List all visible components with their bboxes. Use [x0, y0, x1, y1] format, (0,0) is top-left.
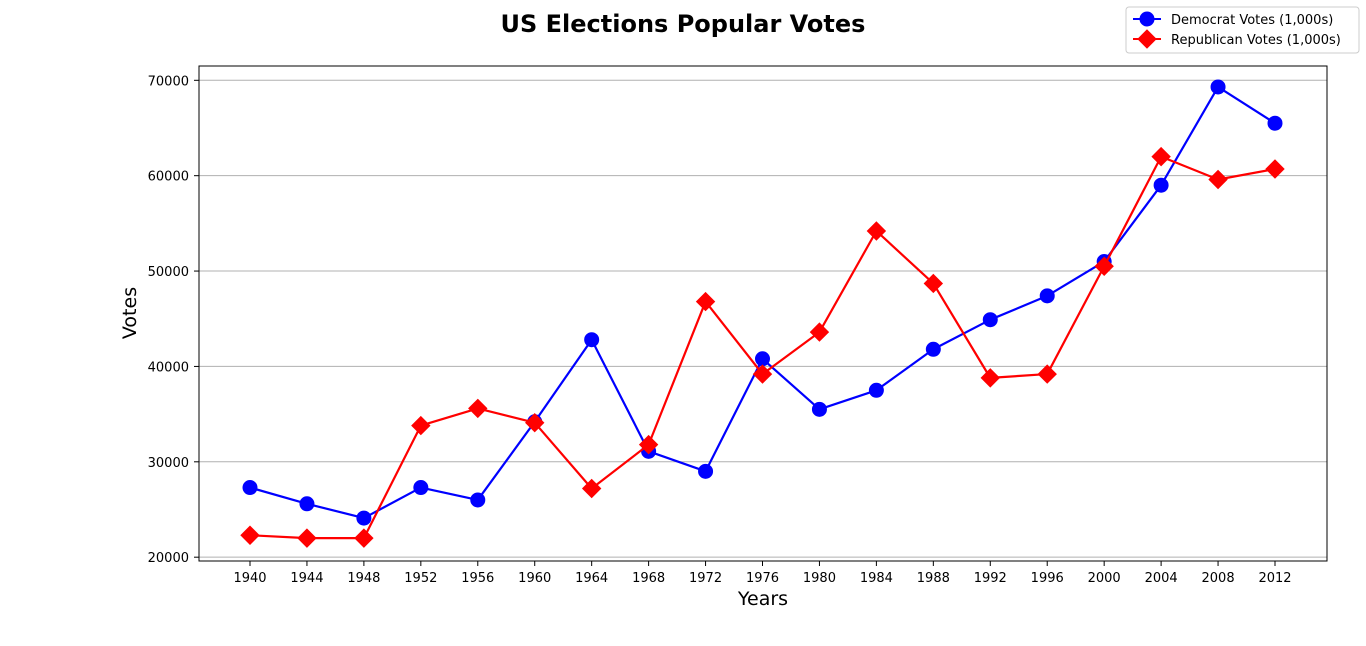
data-point	[413, 480, 429, 496]
y-tick-label: 60000	[148, 170, 189, 185]
data-point	[1208, 169, 1228, 190]
x-tick-label: 1960	[518, 571, 551, 586]
data-point	[1210, 79, 1226, 95]
data-point	[638, 434, 659, 455]
legend-item: Democrat Votes (1,000s)	[1133, 11, 1333, 28]
data-point	[925, 341, 941, 357]
data-point	[755, 351, 770, 367]
data-point	[809, 322, 830, 342]
data-point	[411, 415, 431, 436]
x-tick-label: 1940	[233, 571, 266, 586]
y-tick-label: 30000	[148, 456, 189, 471]
legend-marker	[1139, 11, 1155, 27]
data-point	[1153, 177, 1169, 193]
data-point	[980, 368, 1000, 388]
data-point	[811, 401, 827, 417]
data-point	[1094, 256, 1114, 276]
legend-label: Republican Votes (1,000s)	[1171, 33, 1341, 48]
data-point	[581, 478, 602, 499]
x-tick-label: 2012	[1258, 571, 1291, 586]
y-tick-label: 40000	[148, 360, 189, 375]
data-point	[698, 463, 714, 479]
data-point	[1037, 364, 1057, 384]
data-point	[468, 398, 488, 419]
data-point	[297, 528, 317, 548]
data-point	[752, 364, 773, 384]
legend: Democrat Votes (1,000s) Republican Votes …	[1125, 6, 1360, 54]
series-line	[249, 85, 1276, 520]
data-point	[866, 221, 887, 241]
x-tick-label: 2008	[1202, 571, 1235, 586]
data-point	[1265, 159, 1285, 179]
y-tick-label: 20000	[148, 551, 189, 566]
data-point	[982, 312, 998, 328]
x-tick-label: 1984	[860, 571, 893, 586]
series-layer	[240, 79, 1285, 548]
x-tick-label: 1980	[803, 571, 836, 586]
legend-marker	[1137, 29, 1157, 49]
data-point	[240, 525, 260, 545]
x-tick-label: 1996	[1031, 571, 1064, 586]
x-tick-label: 1968	[632, 571, 665, 586]
legend-label: Democrat Votes (1,000s)	[1171, 13, 1333, 28]
data-point	[868, 382, 884, 398]
x-axis-label: Years	[737, 588, 788, 610]
x-tick-label: 1992	[974, 571, 1007, 586]
x-tick-label: 1956	[461, 571, 494, 586]
x-tick-label: 2004	[1145, 571, 1178, 586]
series-republican	[240, 146, 1285, 548]
plot-area	[198, 65, 1328, 562]
data-point	[470, 492, 486, 508]
y-axis: 20000 30000 40000 50000 60000 70000	[148, 74, 199, 566]
x-tick-label: 1976	[746, 571, 779, 586]
data-point	[923, 273, 944, 294]
x-tick-label: 2000	[1088, 571, 1121, 586]
data-point	[1267, 115, 1283, 131]
data-point	[1151, 146, 1171, 167]
data-point	[695, 291, 716, 312]
data-point	[1039, 288, 1055, 304]
x-tick-label: 1972	[689, 571, 722, 586]
x-axis: 1940 1944 1948 1952 1956 1960 1964 1968 1972 1976…	[233, 561, 1292, 586]
data-point	[242, 480, 258, 496]
data-point	[299, 496, 315, 512]
data-point	[356, 510, 372, 526]
chart-title: US Elections Popular Votes	[501, 10, 866, 38]
x-tick-label: 1948	[347, 571, 380, 586]
data-point	[584, 332, 600, 348]
data-point	[354, 528, 374, 548]
x-tick-label: 1944	[290, 571, 323, 586]
x-tick-label: 1964	[575, 571, 608, 586]
y-tick-label: 70000	[148, 74, 189, 89]
y-axis-label: Votes	[119, 287, 141, 339]
x-tick-label: 1988	[917, 571, 950, 586]
legend-item: Republican Votes (1,000s)	[1133, 29, 1341, 49]
legend-frame	[1125, 6, 1360, 54]
series-democrat	[242, 79, 1283, 526]
y-tick-label: 50000	[148, 265, 189, 280]
x-tick-label: 1952	[404, 571, 437, 586]
data-point	[525, 412, 545, 433]
series-line	[249, 155, 1276, 540]
